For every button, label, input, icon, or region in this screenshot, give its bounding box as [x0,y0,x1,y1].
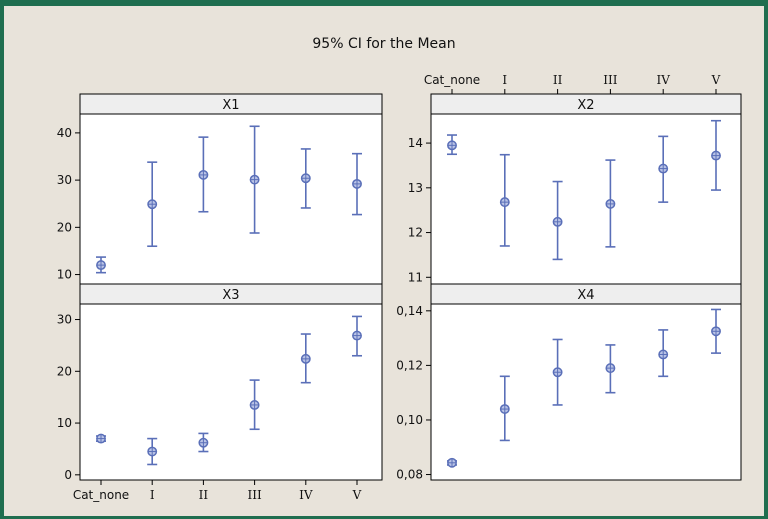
x-tick-label: IV [656,73,670,87]
x-tick-label: II [553,73,563,87]
y-tick-label: 10 [57,416,72,430]
x-tick-label: Cat_none [73,488,129,502]
y-tick-label: 0,10 [396,413,423,427]
chart-title: 95% CI for the Mean [312,36,455,52]
y-tick-label: 13 [408,181,423,195]
y-tick-label: 0 [64,468,72,482]
y-tick-label: 0,08 [396,468,423,482]
plot-area [430,303,742,481]
plot-area [430,113,742,285]
y-tick-label: 0,12 [396,358,423,372]
plot-area [79,113,383,285]
y-tick-label: 30 [57,313,72,327]
y-tick-label: 14 [408,136,423,150]
y-tick-label: 20 [57,220,72,234]
x-tick-label: III [603,73,617,87]
panel-strip [430,93,742,115]
y-tick-label: 40 [57,126,72,140]
y-tick-label: 20 [57,364,72,378]
x-tick-label: Cat_none [424,73,480,87]
panel-strip [430,283,742,305]
panel-strip-label: X1 [222,98,239,113]
panel-strip-label: X2 [577,98,594,113]
x-tick-label: I [150,488,155,502]
x-tick-label: III [247,488,261,502]
y-tick-label: 12 [408,226,423,240]
panel-x1: X1 10 20 30 40 [57,93,383,285]
panel-strip-label: X3 [222,288,239,303]
y-tick-label: 30 [57,173,72,187]
panel-strip [79,93,383,115]
x-tick-label: V [352,488,362,502]
y-tick-label: 11 [408,270,423,284]
panel-x4: X4 0,08 0,10 0,12 0,14 [396,283,742,482]
x-tick-label: II [199,488,209,502]
panel-strip [79,283,383,305]
plot-area [79,303,383,481]
x-tick-label: IV [299,488,313,502]
panel-strip-label: X4 [577,288,594,303]
y-tick-label: 10 [57,268,72,282]
x-tick-label: I [502,73,507,87]
y-tick-label: 0,14 [396,304,423,318]
x-tick-label: V [711,73,721,87]
